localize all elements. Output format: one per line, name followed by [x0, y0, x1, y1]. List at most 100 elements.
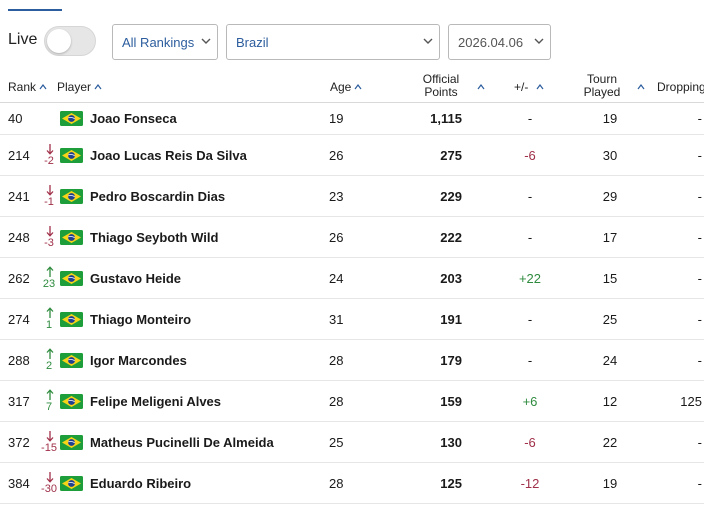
table-row[interactable]: 317 7 Felipe Meligeni Alves 28 159 +6 12 125 [0, 381, 704, 422]
player-name-link[interactable]: Joao Fonseca [90, 111, 177, 126]
arrow-down-icon [46, 471, 54, 483]
rank-value: 214 [8, 147, 30, 163]
player-name-link[interactable]: Joao Lucas Reis Da Silva [90, 147, 247, 163]
player-name-link[interactable]: Eduardo Ribeiro [90, 475, 192, 491]
column-points[interactable]: Official Points [420, 73, 462, 99]
ranking-type-value: All Rankings [122, 35, 195, 50]
sort-icon[interactable] [477, 84, 485, 90]
tournaments-played-value: 17 [602, 229, 618, 245]
rank-movement: -1 [38, 184, 60, 208]
points-change-value: -6 [524, 434, 536, 450]
player-name-link[interactable]: Igor Marcondes [90, 352, 187, 368]
rank-movement: -2 [38, 143, 60, 167]
rank-movement-value: -3 [44, 236, 54, 249]
points-value: 125 [440, 475, 462, 491]
rank-movement-value: -30 [41, 482, 57, 495]
tournaments-played-value: 25 [602, 311, 618, 327]
points-value: 229 [440, 188, 462, 204]
rank-value: 40 [8, 111, 23, 126]
tournaments-played-value: 19 [602, 475, 618, 491]
table-row[interactable]: 262 23 Gustavo Heide 24 203 +22 15 - [0, 258, 704, 299]
arrow-down-icon [46, 225, 54, 237]
table-row[interactable]: 214 -2 Joao Lucas Reis Da Silva 26 275 -6 30 - [0, 135, 704, 176]
rank-movement: 7 [38, 388, 60, 413]
column-delta-label: +/- [514, 80, 529, 94]
arrow-down-icon [46, 184, 54, 196]
column-delta[interactable]: +/- [514, 81, 544, 94]
arrow-up-icon [46, 306, 54, 318]
dropping-value: - [697, 229, 702, 245]
brazil-flag-icon [60, 229, 83, 245]
points-value: 203 [440, 270, 462, 286]
active-tab-indicator [8, 9, 62, 11]
rank-value: 372 [8, 434, 30, 450]
brazil-flag-icon [60, 352, 83, 368]
rank-movement-value: 2 [45, 359, 53, 372]
dropping-value: - [697, 434, 702, 450]
column-age[interactable]: Age [330, 81, 362, 94]
player-name-link[interactable]: Gustavo Heide [90, 270, 182, 286]
brazil-flag-icon [60, 147, 83, 163]
brazil-flag-icon [60, 111, 83, 126]
points-change-value: +6 [522, 393, 538, 409]
column-played-label-line2: Played [583, 85, 621, 99]
tournaments-played-value: 15 [602, 270, 618, 286]
brazil-flag-icon [60, 475, 83, 491]
points-change-value: - [527, 111, 533, 126]
points-value: 275 [440, 147, 462, 163]
points-change-value: - [527, 311, 533, 327]
column-player-label: Player [57, 80, 92, 94]
table-row[interactable]: 40 Joao Fonseca 19 1,115 - 19 - [0, 103, 704, 135]
sort-icon [39, 84, 47, 90]
points-change-value: - [527, 352, 533, 368]
table-header: Rank Player Age Official Points +/- Tour… [0, 70, 704, 103]
sort-icon [94, 84, 102, 90]
column-played-label-line1: Tourn [586, 72, 618, 86]
column-rank[interactable]: Rank [8, 81, 47, 94]
rank-value: 241 [8, 188, 30, 204]
rank-movement-value: 1 [45, 318, 53, 331]
table-row[interactable]: 384 -30 Eduardo Ribeiro 28 125 -12 19 - [0, 463, 704, 504]
brazil-flag-icon [60, 270, 83, 286]
sort-icon[interactable] [637, 84, 645, 90]
rank-value: 384 [8, 475, 30, 491]
arrow-down-icon [46, 430, 54, 442]
dropping-value: - [697, 475, 702, 491]
column-rank-label: Rank [8, 80, 37, 94]
points-change-value: -6 [524, 147, 536, 163]
tournaments-played-value: 30 [602, 147, 618, 163]
tournaments-played-value: 22 [602, 434, 618, 450]
table-row[interactable]: 372 -15 Matheus Pucinelli De Almeida 25 130 -… [0, 422, 704, 463]
column-points-label-line1: Official [422, 72, 460, 86]
rank-movement: 2 [38, 347, 60, 372]
age-value: 25 [329, 434, 344, 450]
rank-movement-value: -15 [41, 441, 57, 454]
table-row[interactable]: 288 2 Igor Marcondes 28 179 - 24 - [0, 340, 704, 381]
rank-movement: -15 [38, 430, 60, 454]
player-name-link[interactable]: Pedro Boscardin Dias [90, 188, 226, 204]
column-player[interactable]: Player [57, 81, 102, 94]
player-name-link[interactable]: Thiago Monteiro [90, 311, 192, 327]
column-played[interactable]: Tourn Played [582, 73, 622, 99]
column-points-label-line2: Points [424, 85, 458, 99]
table-row[interactable]: 274 1 Thiago Monteiro 31 191 - 25 - [0, 299, 704, 340]
player-name-link[interactable]: Felipe Meligeni Alves [90, 393, 222, 409]
live-toggle[interactable] [44, 26, 96, 56]
chevron-down-icon [534, 38, 544, 44]
table-row[interactable]: 248 -3 Thiago Seyboth Wild 26 222 - 17 - [0, 217, 704, 258]
ranking-type-select[interactable]: All Rankings [112, 24, 218, 60]
table-row[interactable]: 241 -1 Pedro Boscardin Dias 23 229 - 29 - [0, 176, 704, 217]
date-select[interactable]: 2026.04.06 [448, 24, 551, 60]
country-select[interactable]: Brazil [226, 24, 440, 60]
column-dropping[interactable]: Dropping [657, 81, 704, 94]
rank-movement: -30 [38, 471, 60, 495]
arrow-up-icon [46, 388, 54, 400]
tournaments-played-value: 24 [602, 352, 618, 368]
player-name-link[interactable]: Matheus Pucinelli De Almeida [90, 434, 274, 450]
dropping-value: - [697, 111, 702, 126]
player-name-link[interactable]: Thiago Seyboth Wild [90, 229, 219, 245]
brazil-flag-icon [60, 434, 83, 450]
chevron-down-icon [201, 38, 211, 44]
rank-value: 262 [8, 270, 30, 286]
live-label: Live [8, 31, 38, 48]
